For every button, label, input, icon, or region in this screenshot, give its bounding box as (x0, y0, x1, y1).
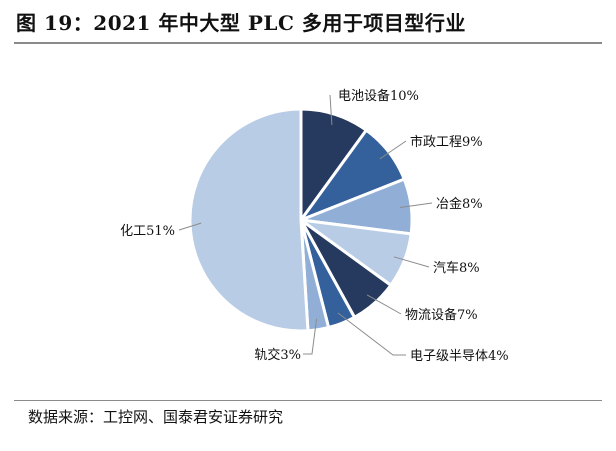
pie-slices (188, 107, 414, 333)
leader-line-3 (400, 202, 433, 208)
pie-slice-8 (188, 107, 310, 333)
slice-label-6: 电子级半导体4% (410, 349, 509, 364)
leader-line-1 (329, 94, 333, 126)
leader-line-6 (337, 312, 406, 356)
leader-line-5 (366, 294, 402, 315)
leader-line-4 (393, 256, 430, 268)
slice-label-4: 汽车8% (433, 260, 480, 276)
slice-label-1: 电池设备10% (338, 88, 419, 104)
slice-label-3: 冶金8% (436, 196, 483, 212)
leader-line-7 (303, 318, 318, 355)
title-rule (14, 42, 602, 44)
slice-label-5: 物流设备7% (405, 307, 478, 323)
slice-labels: 电池设备10% 市政工程9% 冶金8% 汽车8% 物流设备7% 电子级半导体4% 轨交3% 化… (120, 88, 509, 364)
leader-line-2 (379, 140, 407, 160)
leader-line-8 (178, 222, 202, 231)
leader-lines (178, 94, 433, 356)
figure-title: 图 19：2021 年中大型 PLC 多用于项目型行业 (16, 11, 466, 35)
source-note: 数据来源：工控网、国泰君安证券研究 (28, 408, 284, 426)
slice-label-8: 化工51% (120, 224, 175, 239)
source-rule (14, 400, 602, 401)
slice-label-7: 轨交3% (254, 347, 301, 363)
slice-label-2: 市政工程9% (410, 134, 483, 150)
